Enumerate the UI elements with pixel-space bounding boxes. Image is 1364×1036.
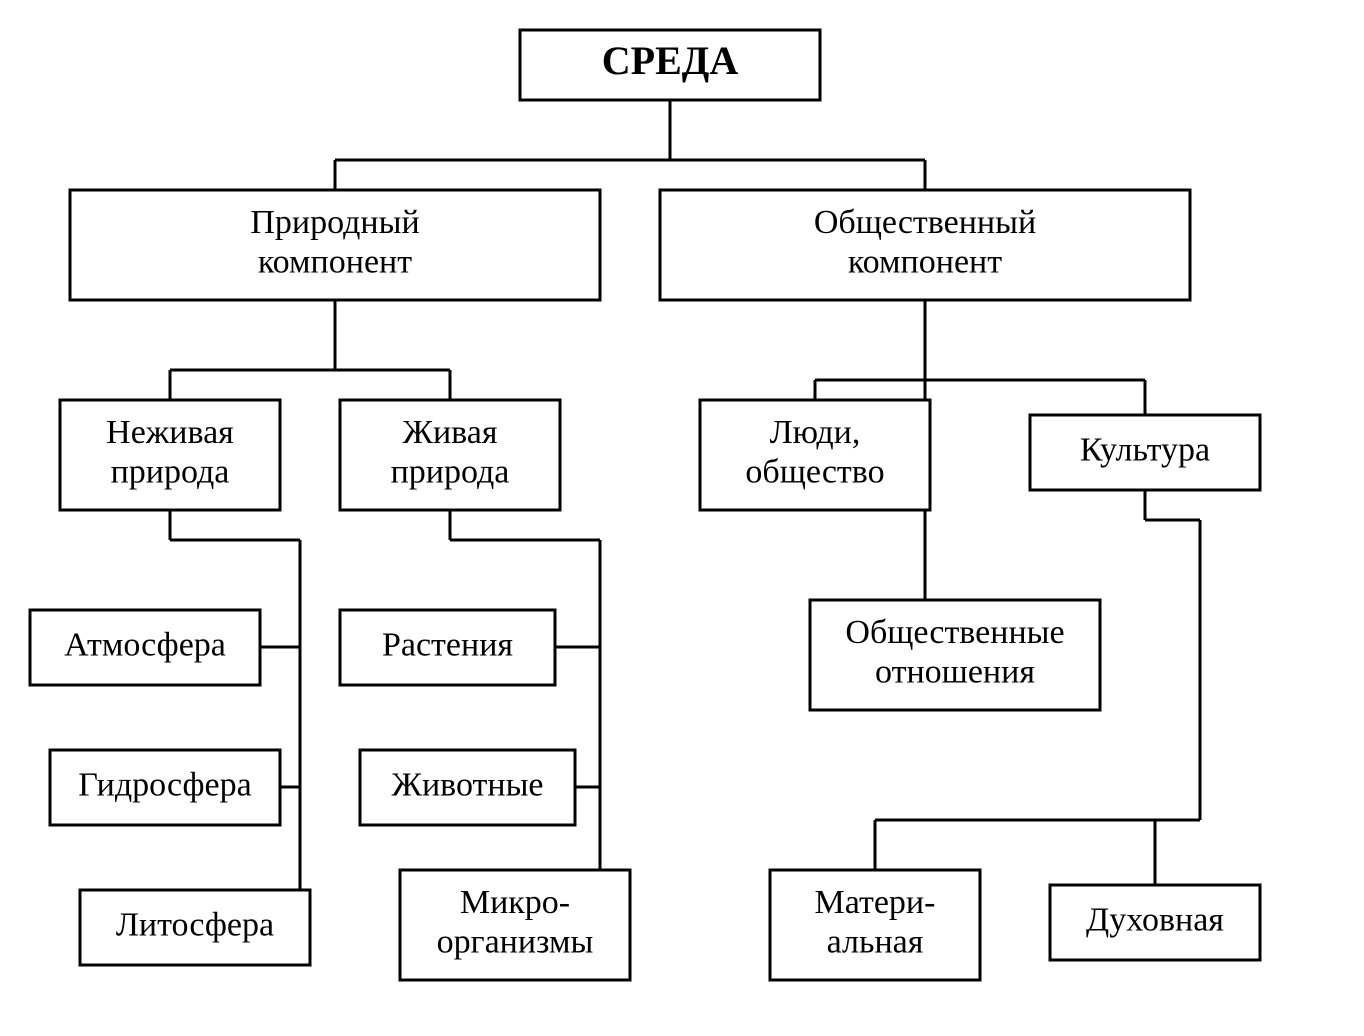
node-label: Литосфера — [116, 906, 274, 943]
nodes-layer: СРЕДАПриродныйкомпонентОбщественныйкомпо… — [30, 30, 1260, 980]
node-label: Общественный — [814, 204, 1036, 241]
node-atmosphere: Атмосфера — [30, 610, 260, 685]
node-people: Люди,общество — [700, 400, 930, 510]
node-lithosphere: Литосфера — [80, 890, 310, 965]
node-label: Люди, — [770, 414, 861, 451]
node-animals: Животные — [360, 750, 575, 825]
node-material: Матери-альная — [770, 870, 980, 980]
node-label: Живая — [403, 414, 498, 451]
node-culture: Культура — [1030, 415, 1260, 490]
node-relations: Общественныеотношения — [810, 600, 1100, 710]
node-label: общество — [745, 453, 884, 490]
node-label: Духовная — [1086, 901, 1224, 938]
node-inanimate: Неживаяприрода — [60, 400, 280, 510]
node-label: компонент — [258, 243, 412, 280]
node-root: СРЕДА — [520, 30, 820, 100]
node-label: Матери- — [815, 884, 936, 921]
node-label: Неживая — [106, 414, 234, 451]
node-label: СРЕДА — [602, 38, 739, 83]
node-label: Животные — [391, 766, 543, 803]
node-label: Микро- — [460, 884, 570, 921]
node-social: Общественныйкомпонент — [660, 190, 1190, 300]
node-label: Атмосфера — [64, 626, 226, 663]
node-label: Гидросфера — [78, 766, 251, 803]
node-animate: Живаяприрода — [340, 400, 560, 510]
node-label: природа — [391, 453, 510, 490]
node-label: Культура — [1080, 431, 1210, 468]
node-label: Общественные — [845, 614, 1064, 651]
node-label: альная — [827, 923, 924, 960]
node-label: Растения — [382, 626, 513, 663]
node-micro: Микро-организмы — [400, 870, 630, 980]
node-label: отношения — [875, 653, 1035, 690]
node-natural: Природныйкомпонент — [70, 190, 600, 300]
node-label: компонент — [848, 243, 1002, 280]
node-hydrosphere: Гидросфера — [50, 750, 280, 825]
node-spiritual: Духовная — [1050, 885, 1260, 960]
diagram-canvas: СРЕДАПриродныйкомпонентОбщественныйкомпо… — [0, 0, 1364, 1036]
node-label: природа — [111, 453, 230, 490]
node-label: организмы — [437, 923, 594, 960]
node-plants: Растения — [340, 610, 555, 685]
node-label: Природный — [250, 204, 419, 241]
